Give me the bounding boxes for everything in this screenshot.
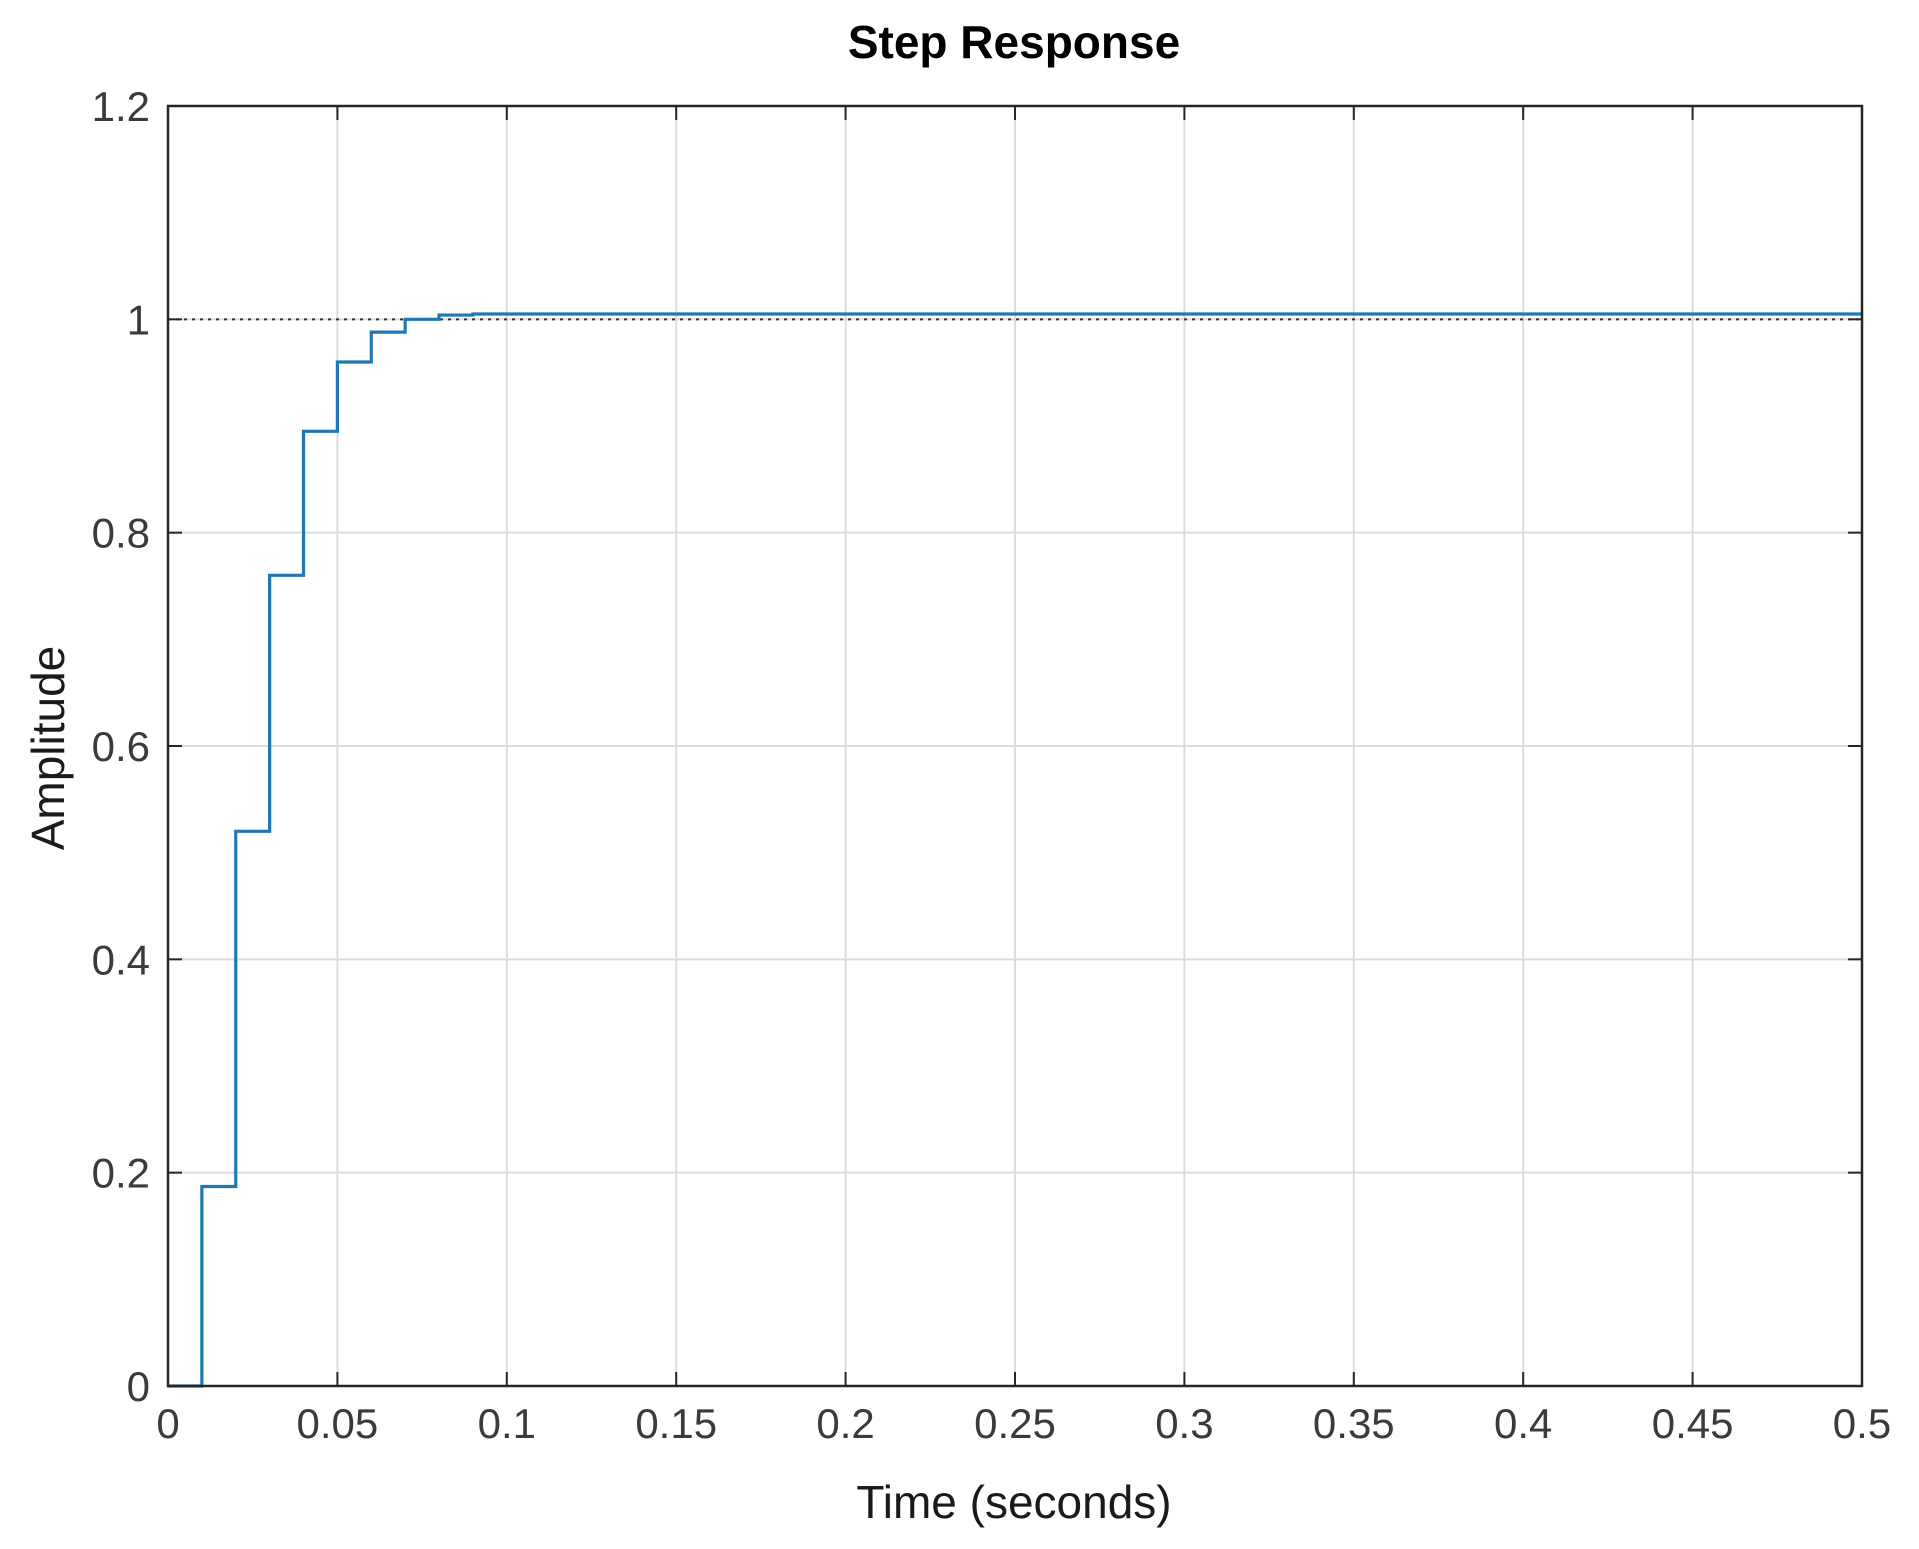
x-tick-label: 0.2 (816, 1400, 874, 1447)
x-tick-label: 0.05 (297, 1400, 379, 1447)
series-line-step-response (168, 312, 1862, 1388)
y-tick-label: 0.2 (92, 1150, 150, 1197)
y-tick-label: 0.6 (92, 723, 150, 770)
x-tick-label: 0.5 (1833, 1400, 1891, 1447)
y-tick-label: 1 (127, 296, 150, 343)
x-tick-label: 0.4 (1494, 1400, 1552, 1447)
y-tick-label: 1.2 (92, 83, 150, 130)
chart-title: Step Response (848, 16, 1180, 68)
x-tick-label: 0.45 (1652, 1400, 1734, 1447)
x-tick-label: 0.1 (478, 1400, 536, 1447)
x-tick-label: 0.3 (1155, 1400, 1213, 1447)
x-tick-label: 0.25 (974, 1400, 1056, 1447)
y-tick-label: 0.8 (92, 510, 150, 557)
y-tick-label: 0 (127, 1363, 150, 1410)
x-tick-label: 0 (156, 1400, 179, 1447)
x-tick-label: 0.15 (635, 1400, 717, 1447)
y-axis-tick-labels: 0 0.2 0.4 0.6 0.8 1 1.2 (92, 83, 150, 1410)
y-tick-label: 0.4 (92, 936, 150, 983)
axis-ticks (167, 105, 1863, 1387)
x-axis-tick-labels: 0 0.05 0.1 0.15 0.2 0.25 0.3 0.35 0.4 0.45 0.5 (156, 1400, 1891, 1447)
y-axis-label: Amplitude (22, 646, 74, 851)
grid (168, 106, 1862, 1386)
x-axis-label: Time (seconds) (856, 1476, 1171, 1528)
x-tick-label: 0.35 (1313, 1400, 1395, 1447)
